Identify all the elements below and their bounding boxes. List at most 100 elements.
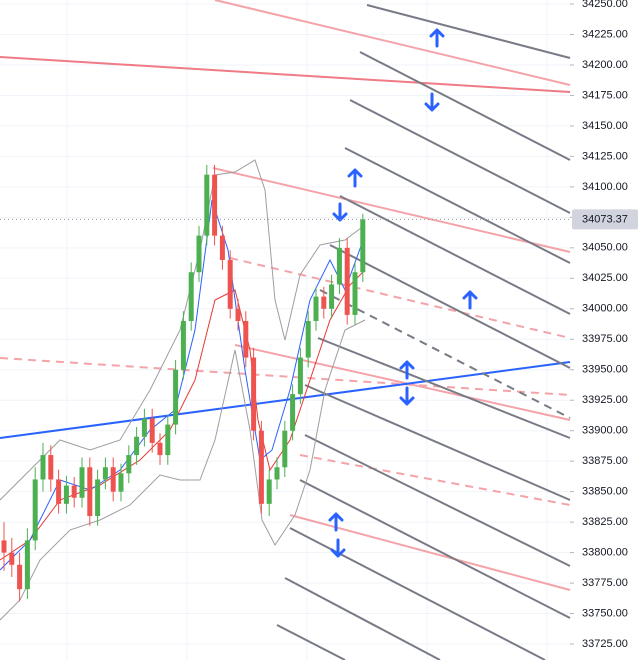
candle-body: [173, 369, 179, 425]
y-tick-label: 33975.00: [582, 333, 628, 345]
candle-body: [157, 442, 163, 456]
candle-body: [110, 467, 116, 492]
candle-body: [336, 247, 342, 285]
channel-line: [284, 577, 441, 660]
trend-line: [299, 454, 571, 506]
trend-line: [229, 257, 571, 339]
drawings: [0, 0, 571, 660]
arrow-down: [330, 538, 346, 558]
y-tick-label: 33950.00: [582, 364, 628, 376]
channel-line: [304, 434, 571, 567]
y-tick-label: 34225.00: [582, 28, 628, 40]
candle-body: [251, 357, 257, 431]
candle-body: [126, 455, 132, 474]
channel-line: [276, 624, 346, 660]
moving-average: [0, 269, 366, 561]
candle-body: [32, 479, 38, 541]
candle-body: [134, 436, 140, 456]
arrow-up: [328, 512, 344, 532]
candle-body: [180, 320, 186, 370]
candle-body: [329, 284, 335, 309]
trend-line: [234, 344, 571, 421]
candle-body: [95, 479, 101, 517]
channel-line: [339, 195, 571, 315]
channel-line: [359, 51, 571, 161]
y-tick-label: 34050.00: [582, 242, 628, 254]
candle-body: [352, 272, 358, 315]
candle-body: [141, 418, 147, 437]
y-tick-label: 34000.00: [582, 303, 628, 315]
candle-body: [79, 467, 85, 498]
candle-body: [204, 174, 210, 236]
y-tick-label: 33850.00: [582, 486, 628, 498]
candle-body: [24, 540, 30, 590]
parallel-channel: [276, 4, 571, 660]
y-tick-label: 34150.00: [582, 120, 628, 132]
candle-body: [290, 394, 296, 431]
trend-line: [0, 361, 571, 439]
arrows: [328, 28, 478, 558]
candle-body: [274, 467, 280, 480]
bollinger-upper: [0, 159, 366, 501]
channel-line: [299, 479, 571, 619]
candle-body: [282, 430, 288, 468]
arrow-down: [332, 202, 348, 222]
trend-line: [0, 56, 571, 93]
last-price-box: [572, 209, 638, 230]
bollinger-lower: [0, 319, 366, 621]
y-tick-label: 34100.00: [582, 181, 628, 193]
candles: [1, 164, 366, 602]
candle-body: [235, 308, 241, 321]
y-tick-label: 33825.00: [582, 516, 628, 528]
arrow-up: [429, 28, 445, 48]
candle-body: [196, 235, 202, 273]
candle-body: [17, 564, 23, 590]
arrow-down: [399, 386, 415, 406]
candle-body: [321, 296, 327, 309]
arrow-up: [399, 360, 415, 380]
moving-average: [0, 199, 366, 571]
y-tick-label: 33875.00: [582, 455, 628, 467]
candle-body: [102, 467, 108, 480]
candle-body: [266, 479, 272, 504]
y-tick-label: 34125.00: [582, 150, 628, 162]
candle-body: [40, 455, 46, 480]
trend-line: [214, 0, 571, 86]
channel-line: [366, 4, 571, 59]
trend-line: [212, 167, 571, 253]
trend-line: [0, 357, 571, 396]
last-price-label: 34073.37: [582, 213, 628, 225]
y-tick-label: 33725.00: [582, 638, 628, 650]
candle-body: [313, 296, 319, 321]
channel-line: [304, 384, 571, 501]
candle-body: [1, 540, 7, 553]
candle-body: [63, 485, 69, 504]
candle-body: [344, 247, 350, 315]
y-tick-label: 33900.00: [582, 425, 628, 437]
candle-body: [360, 219, 366, 273]
candle-body: [118, 473, 124, 492]
candle-body: [212, 174, 218, 236]
candle-body: [165, 424, 171, 456]
candle-body: [188, 272, 194, 321]
candle-body: [48, 455, 54, 480]
y-tick-label: 33925.00: [582, 394, 628, 406]
candle-body: [227, 260, 233, 309]
channel-line: [319, 289, 571, 419]
y-tick-label: 33750.00: [582, 607, 628, 619]
candle-body: [243, 320, 249, 358]
channel-line: [344, 147, 571, 264]
candle-body: [149, 418, 155, 443]
channel-line: [317, 337, 571, 439]
y-tick-label: 34025.00: [582, 272, 628, 284]
candle-body: [9, 552, 15, 565]
candle-body: [297, 357, 303, 395]
arrow-down: [424, 92, 440, 112]
candle-body: [219, 235, 225, 261]
candle-body: [258, 430, 264, 504]
candle-body: [87, 467, 93, 517]
y-tick-label: 34250.00: [582, 0, 628, 10]
